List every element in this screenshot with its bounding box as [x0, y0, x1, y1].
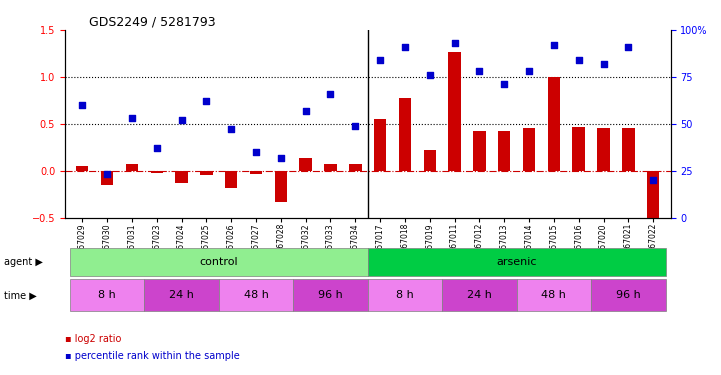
Bar — [249, 171, 262, 174]
Point — [200, 98, 212, 104]
Point — [598, 61, 609, 67]
Point — [350, 123, 361, 129]
Point — [647, 177, 659, 183]
Point — [474, 68, 485, 74]
Point — [176, 117, 187, 123]
Bar — [523, 128, 535, 171]
Bar — [299, 158, 312, 171]
Point — [448, 40, 460, 46]
Text: 96 h: 96 h — [616, 290, 641, 300]
Text: 8 h: 8 h — [98, 290, 116, 300]
Bar — [151, 171, 163, 173]
Point — [226, 126, 237, 132]
Bar — [597, 128, 610, 171]
Bar — [324, 164, 337, 171]
Bar — [275, 171, 287, 202]
Point — [151, 145, 162, 151]
Bar — [175, 171, 187, 183]
Bar — [125, 164, 138, 171]
Point — [374, 57, 386, 63]
Text: 24 h: 24 h — [169, 290, 194, 300]
Point — [498, 81, 510, 87]
Bar — [423, 150, 436, 171]
Point — [523, 68, 535, 74]
Text: GDS2249 / 5281793: GDS2249 / 5281793 — [89, 16, 216, 29]
Text: 24 h: 24 h — [467, 290, 492, 300]
Bar — [548, 77, 560, 171]
Bar — [448, 52, 461, 171]
Bar — [349, 164, 361, 171]
Point — [424, 72, 435, 78]
Bar — [76, 166, 89, 171]
Bar — [572, 127, 585, 171]
Point — [324, 91, 336, 97]
Point — [126, 115, 138, 121]
Point — [102, 171, 113, 177]
Bar — [498, 131, 510, 171]
Point — [275, 154, 287, 160]
Text: 8 h: 8 h — [396, 290, 414, 300]
Text: control: control — [200, 256, 238, 267]
Text: 48 h: 48 h — [244, 290, 268, 300]
Point — [622, 44, 634, 50]
Text: 96 h: 96 h — [318, 290, 343, 300]
Point — [250, 149, 262, 155]
Point — [300, 108, 311, 114]
Point — [399, 44, 411, 50]
Bar — [374, 119, 386, 171]
Bar — [200, 171, 213, 176]
Bar — [622, 128, 634, 171]
Text: time ▶: time ▶ — [4, 290, 36, 300]
Text: ▪ log2 ratio: ▪ log2 ratio — [65, 334, 121, 344]
Bar — [647, 171, 660, 231]
Text: agent ▶: agent ▶ — [4, 256, 43, 267]
Point — [573, 57, 585, 63]
Bar — [399, 98, 411, 171]
Bar — [101, 171, 113, 185]
Text: arsenic: arsenic — [496, 256, 537, 267]
Text: 48 h: 48 h — [541, 290, 566, 300]
Bar — [225, 171, 237, 188]
Text: ▪ percentile rank within the sample: ▪ percentile rank within the sample — [65, 351, 239, 361]
Bar — [473, 131, 486, 171]
Point — [548, 42, 559, 48]
Point — [76, 102, 88, 108]
